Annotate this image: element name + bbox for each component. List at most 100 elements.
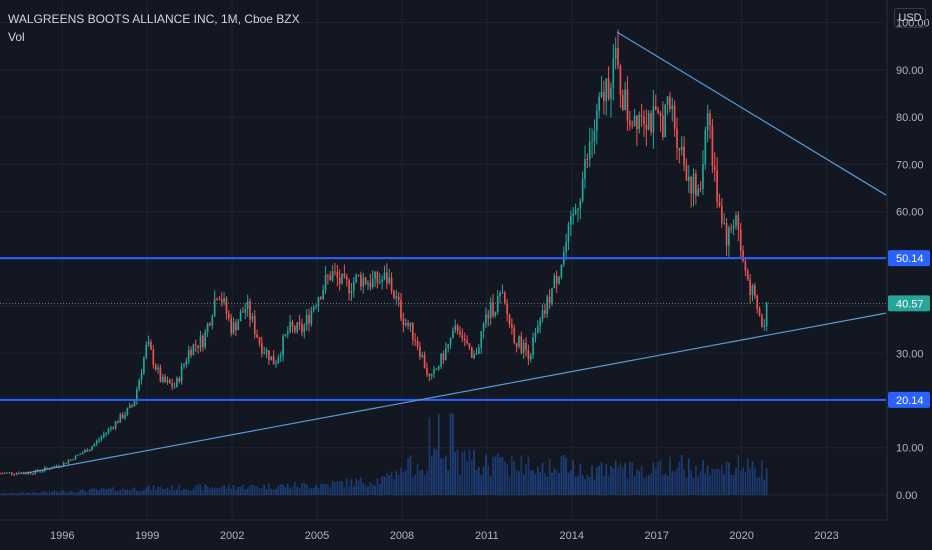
candle-body	[435, 369, 438, 371]
candle-body	[197, 345, 199, 348]
candle-body	[327, 275, 329, 277]
volume-bar	[383, 476, 386, 495]
x-tick-label: 2002	[220, 530, 244, 542]
volume-bar	[397, 474, 400, 495]
candle-body	[709, 113, 711, 126]
candle-body	[588, 141, 591, 160]
candle-body	[713, 166, 716, 171]
volume-bar	[329, 487, 332, 495]
candle-body	[728, 227, 730, 246]
candle-body	[680, 146, 683, 151]
volume-bar	[376, 478, 379, 495]
candle-body	[0, 473, 1, 475]
price-axis-background[interactable]	[887, 0, 932, 550]
volume-bar	[666, 475, 669, 495]
volume-bar	[489, 475, 492, 495]
candle-body	[499, 292, 501, 297]
candle-body	[744, 261, 747, 271]
volume-bar	[173, 490, 176, 495]
x-tick-label: 2017	[644, 530, 668, 542]
candle-body	[376, 271, 379, 283]
candle-body	[532, 337, 534, 355]
volume-bar	[261, 488, 263, 495]
volume-bar	[529, 469, 532, 495]
volume-bar	[135, 490, 138, 495]
volume-bar	[62, 490, 65, 495]
volume-bar	[15, 493, 18, 495]
volume-bar	[388, 474, 391, 495]
currency-badge[interactable]: USD	[894, 8, 926, 28]
x-tick-label: 1996	[50, 530, 74, 542]
candle-body	[386, 272, 388, 283]
candle-body	[511, 324, 513, 328]
volume-bar	[242, 484, 244, 495]
candle-body	[489, 302, 492, 319]
candle-body	[746, 270, 749, 280]
volume-bar	[102, 488, 105, 495]
y-tick-label: 80.00	[896, 112, 924, 124]
volume-bar	[475, 470, 478, 495]
candle-body	[414, 339, 416, 341]
volume-bar	[515, 470, 518, 495]
volume-bar	[579, 463, 582, 495]
candle-body	[308, 315, 310, 324]
volume-bar	[749, 468, 751, 495]
candle-body	[265, 350, 268, 353]
volume-bar	[400, 467, 402, 495]
volume-bar	[133, 487, 136, 495]
volume-bar	[296, 486, 299, 495]
volume-bar	[560, 456, 563, 495]
y-tick-label: 10.00	[896, 443, 924, 455]
volume-bar	[185, 489, 188, 495]
candle-body	[610, 87, 612, 99]
candle-body	[343, 273, 346, 277]
candle-body	[364, 277, 367, 285]
volume-bar	[763, 479, 766, 495]
candle-body	[404, 323, 407, 325]
candle-body	[157, 367, 159, 370]
volume-bar	[204, 484, 207, 495]
trend-line-support[interactable]	[22, 312, 887, 475]
volume-bar	[355, 478, 358, 495]
volume-bar	[18, 493, 20, 495]
volume-bar	[270, 488, 273, 495]
level-price-label-badge	[888, 391, 930, 408]
trend-line-resistance[interactable]	[616, 31, 887, 196]
candle-body	[367, 282, 369, 285]
volume-bar	[239, 486, 242, 495]
candle-body	[669, 96, 671, 110]
volume-bar	[145, 487, 148, 495]
volume-bar	[409, 455, 412, 495]
candle-body	[718, 201, 721, 207]
candle-body	[452, 330, 454, 339]
volume-bar	[310, 488, 313, 495]
candle-body	[246, 301, 249, 309]
volume-bar	[454, 451, 457, 495]
candle-body	[463, 338, 466, 341]
candle-body	[459, 331, 461, 335]
y-tick-label: 0.00	[896, 490, 917, 502]
volume-bar	[423, 475, 426, 495]
volume-bar	[390, 471, 393, 495]
volume-bar	[449, 413, 452, 495]
candle-body	[126, 408, 129, 415]
volume-bar	[546, 476, 549, 495]
volume-bar	[513, 460, 516, 495]
volume-bar	[386, 473, 388, 495]
candle-body	[65, 462, 67, 464]
candle-body	[624, 89, 626, 111]
volume-bar	[279, 484, 282, 495]
candle-body	[334, 271, 336, 273]
volume-bar	[206, 485, 209, 495]
volume-bar	[227, 484, 230, 495]
volume-bar	[121, 487, 124, 495]
volume-bar	[631, 462, 634, 495]
candle-body	[716, 170, 718, 202]
volume-bar	[194, 485, 197, 495]
volume-bar	[466, 461, 468, 495]
time-axis-background[interactable]	[0, 520, 932, 550]
candle-body	[119, 414, 122, 423]
candle-body	[574, 210, 577, 215]
volume-bar	[605, 463, 608, 495]
